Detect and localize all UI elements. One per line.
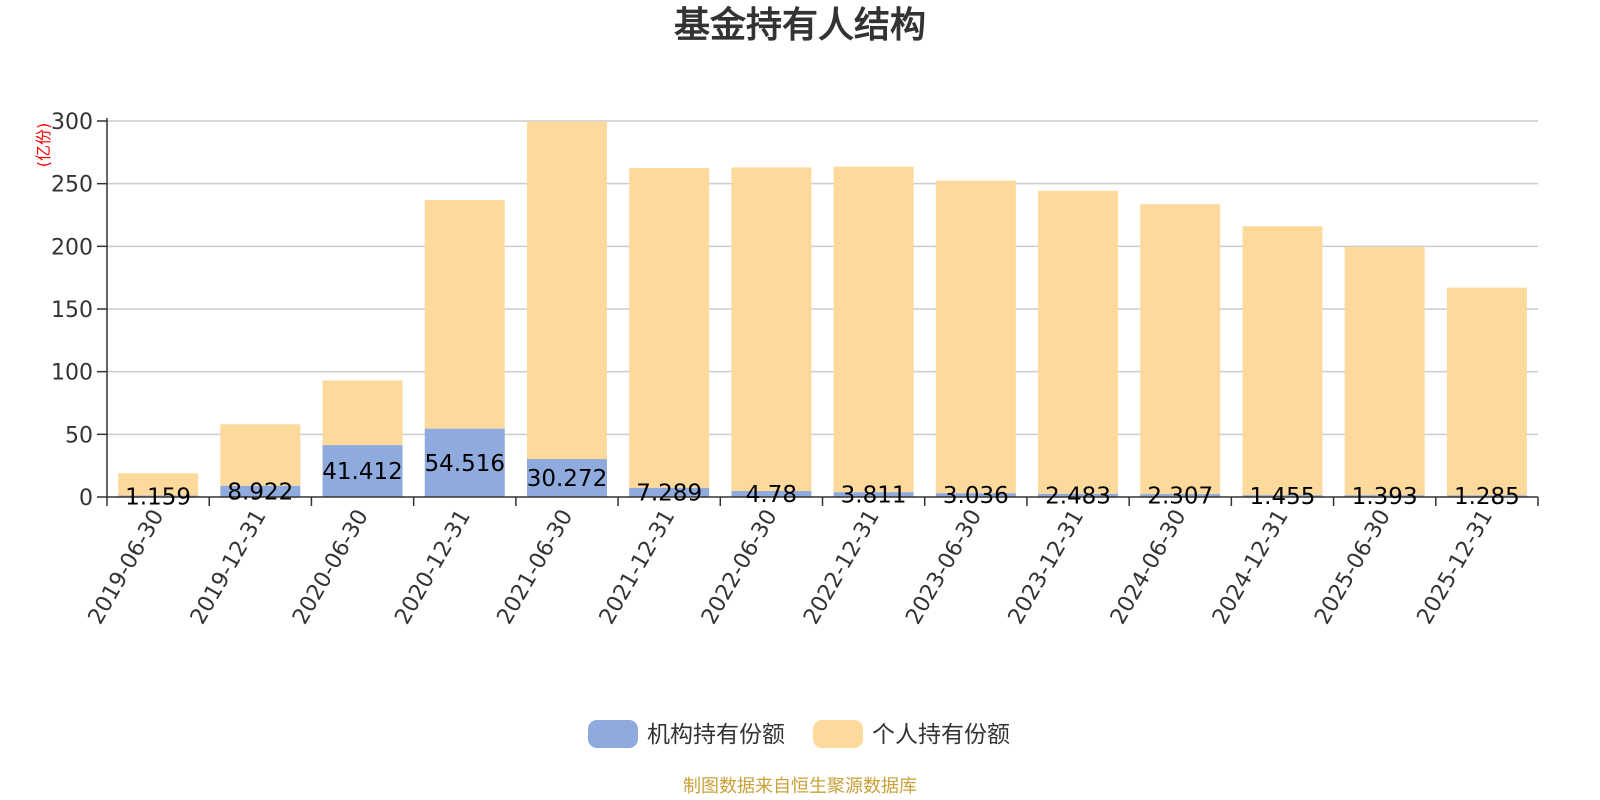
data-label-institutional: 2.307 bbox=[1147, 484, 1213, 510]
y-tick-label: 100 bbox=[51, 361, 93, 386]
x-tick-label: 2024-12-31 bbox=[1208, 506, 1294, 629]
data-label-institutional: 1.455 bbox=[1250, 484, 1316, 510]
x-tick-label: 2019-12-31 bbox=[186, 506, 272, 629]
y-tick-label: 200 bbox=[51, 235, 93, 260]
x-tick-label: 2024-06-30 bbox=[1106, 506, 1192, 629]
legend-institutional-label: 机构持有份额 bbox=[647, 722, 785, 748]
bar-individual-holdings bbox=[935, 180, 1016, 494]
bar-individual-holdings bbox=[629, 168, 710, 488]
chart-title: 基金持有人结构 bbox=[674, 4, 926, 46]
data-label-institutional: 3.036 bbox=[943, 483, 1009, 509]
data-label-institutional: 1.393 bbox=[1352, 484, 1418, 510]
data-label-institutional: 4.78 bbox=[746, 482, 797, 508]
data-label-institutional: 8.922 bbox=[227, 479, 293, 505]
data-label-institutional: 1.285 bbox=[1454, 484, 1520, 510]
bar-individual-holdings bbox=[1446, 287, 1527, 496]
data-label-institutional: 30.272 bbox=[527, 466, 607, 492]
y-axis-unit-label: (亿份) bbox=[34, 123, 53, 168]
bar-individual-holdings bbox=[731, 167, 812, 492]
bar-individual-holdings bbox=[1242, 226, 1323, 496]
legend-institutional-swatch bbox=[588, 720, 638, 748]
bar-institutional-holdings bbox=[833, 492, 914, 497]
bar-institutional-holdings bbox=[1344, 495, 1425, 497]
data-label-institutional: 41.412 bbox=[322, 459, 402, 485]
bar-institutional-holdings bbox=[424, 428, 505, 497]
bar-institutional-holdings bbox=[220, 485, 301, 497]
x-tick-label: 2019-06-30 bbox=[84, 506, 170, 629]
x-tick-label: 2022-06-30 bbox=[697, 506, 783, 629]
bar-institutional-holdings bbox=[935, 493, 1016, 497]
y-tick-label: 300 bbox=[51, 110, 93, 135]
y-tick-label: 50 bbox=[65, 423, 93, 448]
bar-individual-holdings bbox=[1038, 190, 1119, 494]
x-tick-label: 2021-06-30 bbox=[493, 506, 579, 629]
y-tick-label: 250 bbox=[51, 173, 93, 198]
x-tick-label: 2020-06-30 bbox=[288, 506, 374, 629]
x-tick-label: 2023-12-31 bbox=[1004, 506, 1090, 629]
data-label-institutional: 3.811 bbox=[841, 483, 907, 509]
bar-institutional-holdings bbox=[1242, 495, 1323, 497]
y-tick-label: 150 bbox=[51, 298, 93, 323]
bar-individual-holdings bbox=[526, 121, 607, 460]
bar-individual-holdings bbox=[118, 473, 199, 496]
x-tick-label: 2020-12-31 bbox=[390, 506, 476, 629]
legend-individual-swatch bbox=[813, 720, 863, 748]
bar-individual-holdings bbox=[1140, 204, 1221, 495]
data-label-institutional: 54.516 bbox=[425, 451, 505, 477]
bar-institutional-holdings bbox=[526, 459, 607, 497]
data-label-institutional: 1.159 bbox=[125, 484, 191, 510]
legend-individual-label: 个人持有份额 bbox=[872, 722, 1010, 748]
bar-institutional-holdings bbox=[1038, 493, 1119, 497]
x-tick-label: 2021-12-31 bbox=[595, 506, 681, 629]
y-tick-label: 0 bbox=[79, 486, 93, 511]
bar-individual-holdings bbox=[1344, 247, 1425, 496]
bar-institutional-holdings bbox=[322, 445, 403, 497]
x-tick-label: 2025-12-31 bbox=[1413, 506, 1499, 629]
bar-institutional-holdings bbox=[1446, 495, 1527, 497]
x-tick-label: 2025-06-30 bbox=[1310, 506, 1396, 629]
bar-institutional-holdings bbox=[1140, 494, 1221, 497]
bar-individual-holdings bbox=[833, 166, 914, 493]
bar-individual-holdings bbox=[424, 199, 505, 429]
data-label-institutional: 7.289 bbox=[636, 480, 702, 506]
data-label-institutional: 2.483 bbox=[1045, 483, 1111, 509]
x-tick-label: 2023-06-30 bbox=[901, 506, 987, 629]
x-tick-label: 2022-12-31 bbox=[799, 506, 885, 629]
bar-institutional-holdings bbox=[629, 487, 710, 497]
bar-individual-holdings bbox=[322, 380, 403, 446]
bar-individual-holdings bbox=[220, 424, 301, 486]
source-note: 制图数据来自恒生聚源数据库 bbox=[683, 776, 917, 797]
bar-institutional-holdings bbox=[731, 491, 812, 497]
